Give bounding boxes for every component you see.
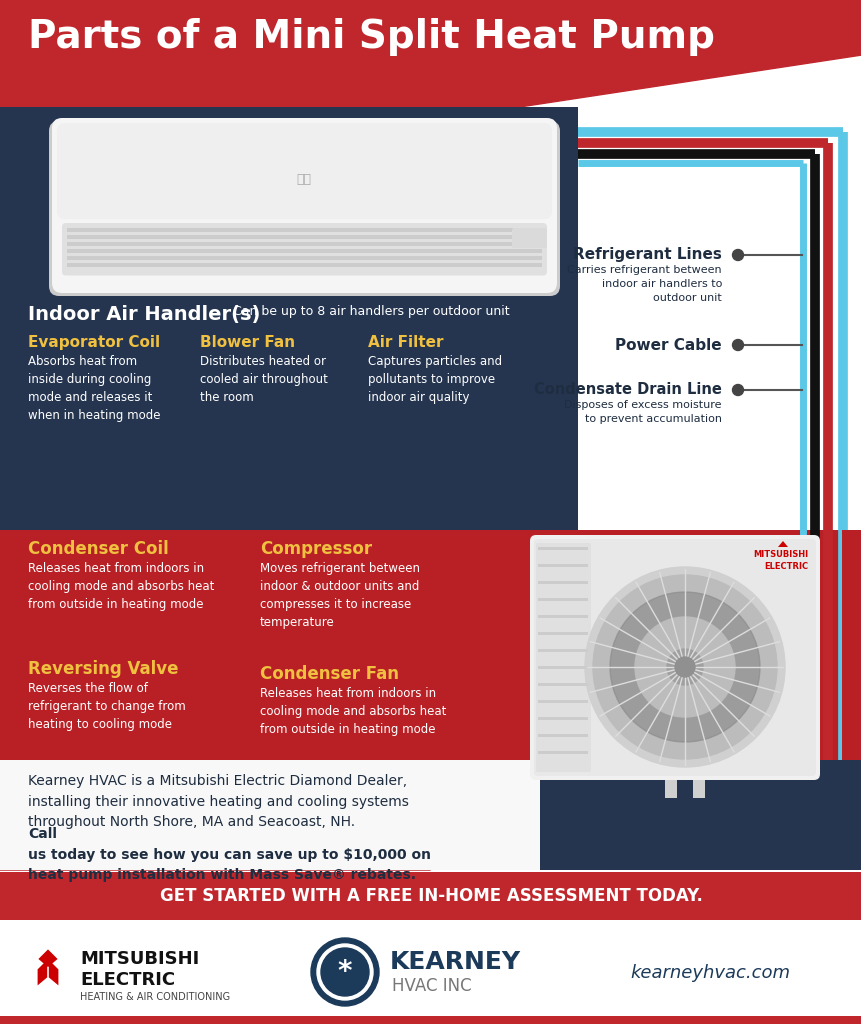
FancyBboxPatch shape — [52, 118, 556, 293]
FancyBboxPatch shape — [57, 123, 551, 219]
Text: Absorbs heat from
inside during cooling
mode and releases it
when in heating mod: Absorbs heat from inside during cooling … — [28, 355, 160, 422]
Text: MITSUBISHI
ELECTRIC: MITSUBISHI ELECTRIC — [80, 950, 199, 989]
Bar — [537, 683, 587, 686]
Bar — [841, 530, 861, 760]
Text: Releases heat from indoors in
cooling mode and absorbs heat
from outside in heat: Releases heat from indoors in cooling mo… — [260, 687, 446, 736]
Text: *: * — [338, 958, 352, 986]
Polygon shape — [777, 541, 787, 547]
Circle shape — [666, 649, 703, 685]
FancyBboxPatch shape — [511, 228, 547, 248]
Bar — [537, 581, 587, 584]
Text: KEARNEY: KEARNEY — [389, 950, 521, 974]
Text: kearneyhvac.com: kearneyhvac.com — [629, 964, 789, 982]
Bar — [67, 263, 542, 267]
Bar — [537, 751, 587, 754]
Bar — [692, 780, 704, 798]
Text: Captures particles and
pollutants to improve
indoor air quality: Captures particles and pollutants to imp… — [368, 355, 502, 404]
Text: Evaporator Coil: Evaporator Coil — [28, 335, 160, 350]
Circle shape — [610, 592, 759, 742]
Bar — [0, 760, 539, 870]
FancyBboxPatch shape — [49, 121, 560, 296]
Circle shape — [635, 617, 734, 717]
Text: Call
us today to see how you can save up to $10,000 on
heat pump installation wi: Call us today to see how you can save up… — [28, 827, 430, 883]
Bar — [537, 700, 587, 703]
Bar — [0, 872, 861, 920]
Text: Power Cable: Power Cable — [615, 338, 722, 352]
Text: GET STARTED WITH A FREE IN-HOME ASSESSMENT TODAY.: GET STARTED WITH A FREE IN-HOME ASSESSME… — [159, 887, 702, 905]
FancyBboxPatch shape — [0, 530, 861, 760]
Text: HEATING & AIR CONDITIONING: HEATING & AIR CONDITIONING — [80, 992, 230, 1002]
Bar — [537, 632, 587, 635]
Circle shape — [317, 944, 373, 1000]
Text: Reverses the flow of
refrigerant to change from
heating to cooling mode: Reverses the flow of refrigerant to chan… — [28, 682, 185, 731]
Bar — [537, 615, 587, 618]
Circle shape — [592, 575, 776, 759]
Circle shape — [732, 340, 743, 350]
Polygon shape — [49, 959, 59, 985]
Polygon shape — [0, 0, 861, 110]
Polygon shape — [38, 959, 47, 985]
Text: Condenser Coil: Condenser Coil — [28, 540, 169, 558]
Text: 三菱: 三菱 — [296, 173, 311, 185]
Bar — [67, 242, 542, 246]
Bar — [0, 1016, 861, 1024]
Bar — [537, 598, 587, 601]
Text: HVAC INC: HVAC INC — [392, 977, 471, 995]
Text: Kearney HVAC is a Mitsubishi Electric Diamond Dealer,
installing their innovativ: Kearney HVAC is a Mitsubishi Electric Di… — [28, 774, 408, 829]
Bar — [537, 547, 587, 550]
Text: Indoor Air Handler(s): Indoor Air Handler(s) — [28, 305, 260, 324]
FancyBboxPatch shape — [536, 543, 591, 772]
Text: Can be up to 8 air handlers per outdoor unit: Can be up to 8 air handlers per outdoor … — [225, 305, 509, 318]
Text: Releases heat from indoors in
cooling mode and absorbs heat
from outside in heat: Releases heat from indoors in cooling mo… — [28, 562, 214, 611]
Bar — [537, 649, 587, 652]
Bar — [67, 228, 542, 232]
Circle shape — [585, 567, 784, 767]
Bar — [0, 530, 20, 760]
Text: Carries refrigerant between
indoor air handlers to
outdoor unit: Carries refrigerant between indoor air h… — [567, 265, 722, 303]
Text: Refrigerant Lines: Refrigerant Lines — [573, 248, 722, 262]
Bar — [0, 920, 861, 1024]
Bar — [67, 256, 542, 260]
Text: Condenser Fan: Condenser Fan — [260, 665, 399, 683]
Bar — [578, 106, 861, 530]
Polygon shape — [0, 760, 480, 870]
Bar — [537, 717, 587, 720]
Text: Reversing Valve: Reversing Valve — [28, 660, 178, 678]
Circle shape — [320, 948, 369, 996]
Text: Outdoor Unit: Outdoor Unit — [530, 542, 682, 562]
Bar — [537, 564, 587, 567]
Polygon shape — [39, 949, 58, 967]
Bar — [537, 666, 587, 669]
FancyBboxPatch shape — [530, 535, 819, 780]
Text: Blower Fan: Blower Fan — [200, 335, 294, 350]
Text: Air Filter: Air Filter — [368, 335, 443, 350]
Bar — [537, 734, 587, 737]
Bar — [67, 249, 542, 253]
Text: Compressor: Compressor — [260, 540, 372, 558]
FancyBboxPatch shape — [533, 539, 815, 776]
Bar — [0, 106, 861, 530]
Text: Condensate Drain Line: Condensate Drain Line — [534, 383, 722, 397]
Text: Disposes of excess moisture
to prevent accumulation: Disposes of excess moisture to prevent a… — [564, 400, 722, 424]
Text: MITSUBISHI
ELECTRIC: MITSUBISHI ELECTRIC — [752, 550, 807, 570]
Text: Moves refrigerant between
indoor & outdoor units and
compresses it to increase
t: Moves refrigerant between indoor & outdo… — [260, 562, 419, 629]
FancyBboxPatch shape — [62, 223, 547, 275]
Text: Distributes heated or
cooled air throughout
the room: Distributes heated or cooled air through… — [200, 355, 327, 404]
Circle shape — [732, 250, 743, 260]
Bar — [664, 780, 676, 798]
Bar — [67, 236, 542, 239]
Circle shape — [674, 657, 694, 677]
Bar — [0, 760, 861, 870]
Text: Parts of a Mini Split Heat Pump: Parts of a Mini Split Heat Pump — [28, 18, 714, 56]
Circle shape — [311, 938, 379, 1006]
Circle shape — [732, 384, 743, 395]
